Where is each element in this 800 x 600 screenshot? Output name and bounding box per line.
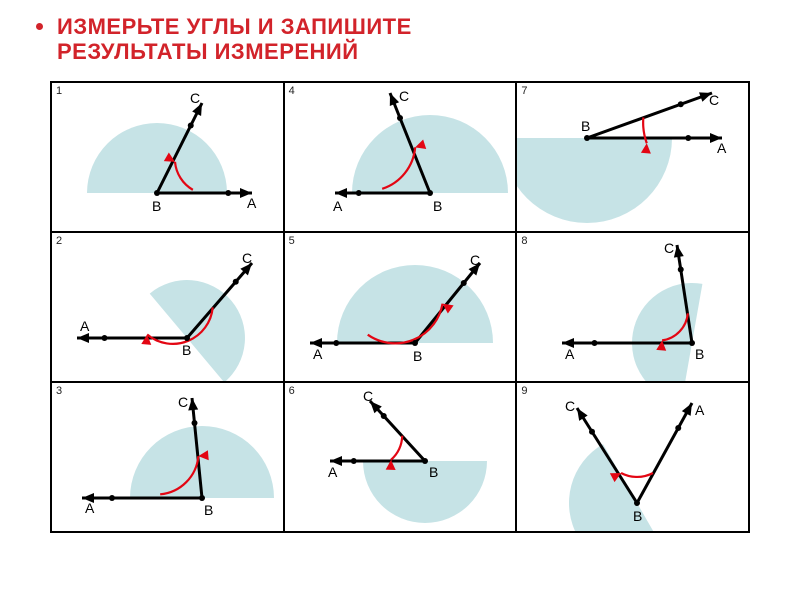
angle-diagram: A C B (285, 383, 517, 532)
angle-diagram: A C B (517, 83, 749, 232)
svg-text:B: B (433, 198, 442, 214)
svg-text:B: B (581, 118, 590, 134)
bullet (36, 23, 43, 30)
title-line-1: ИЗМЕРЬТЕ УГЛЫ И ЗАПИШИТЕ (57, 14, 412, 39)
svg-text:B: B (633, 508, 642, 524)
angle-diagram: A C B (52, 83, 284, 232)
diagram-cell: 7 A C B (516, 82, 749, 232)
svg-text:B: B (695, 346, 704, 362)
angle-diagram: A C B (285, 233, 517, 382)
diagram-cell: 9 A C B (516, 382, 749, 532)
svg-text:A: A (247, 195, 257, 211)
diagram-cell: 2 A C B (51, 232, 284, 382)
svg-text:A: A (333, 198, 343, 214)
svg-text:C: C (565, 398, 575, 414)
cell-number: 1 (56, 85, 62, 97)
angle-diagram: A C B (517, 383, 749, 532)
svg-text:C: C (190, 90, 200, 106)
cell-number: 8 (521, 235, 527, 247)
diagram-cell: 3 A C B (51, 382, 284, 532)
svg-text:C: C (242, 250, 252, 266)
svg-text:A: A (80, 318, 90, 334)
svg-text:C: C (399, 88, 409, 104)
cell-number: 6 (289, 385, 295, 397)
angle-diagram: A C B (52, 383, 284, 532)
cell-number: 3 (56, 385, 62, 397)
svg-text:A: A (313, 346, 323, 362)
diagram-cell: 5 A C B (284, 232, 517, 382)
svg-text:B: B (204, 502, 213, 518)
svg-text:B: B (413, 348, 422, 364)
title-line-2: РЕЗУЛЬТАТЫ ИЗМЕРЕНИЙ (57, 39, 359, 64)
svg-text:A: A (565, 346, 575, 362)
svg-text:B: B (152, 198, 161, 214)
svg-text:C: C (709, 92, 719, 108)
cell-number: 7 (521, 85, 527, 97)
angle-diagram: A C B (285, 83, 517, 232)
svg-text:C: C (664, 240, 674, 256)
angle-diagram: A C B (517, 233, 749, 382)
diagram-grid: 1 A C B 4 A C B 7 A C B 2 A C B 5 A C B 8 A C B 3 A C B 6 A C B 9 A C B (50, 81, 750, 533)
diagram-cell: 8 A C B (516, 232, 749, 382)
svg-text:B: B (429, 464, 438, 480)
svg-text:C: C (470, 252, 480, 268)
page-title: ИЗМЕРЬТЕ УГЛЫ И ЗАПИШИТЕ РЕЗУЛЬТАТЫ ИЗМЕ… (57, 14, 412, 65)
cell-number: 5 (289, 235, 295, 247)
cell-number: 2 (56, 235, 62, 247)
diagram-cell: 1 A C B (51, 82, 284, 232)
cell-number: 4 (289, 85, 295, 97)
angle-diagram: A C B (52, 233, 284, 382)
svg-text:A: A (328, 464, 338, 480)
svg-text:B: B (182, 342, 191, 358)
diagram-cell: 6 A C B (284, 382, 517, 532)
title-row: ИЗМЕРЬТЕ УГЛЫ И ЗАПИШИТЕ РЕЗУЛЬТАТЫ ИЗМЕ… (0, 0, 800, 75)
svg-text:A: A (85, 500, 95, 516)
diagram-cell: 4 A C B (284, 82, 517, 232)
svg-text:C: C (178, 394, 188, 410)
svg-text:A: A (695, 402, 705, 418)
cell-number: 9 (521, 385, 527, 397)
svg-text:A: A (717, 140, 727, 156)
svg-text:C: C (363, 388, 373, 404)
